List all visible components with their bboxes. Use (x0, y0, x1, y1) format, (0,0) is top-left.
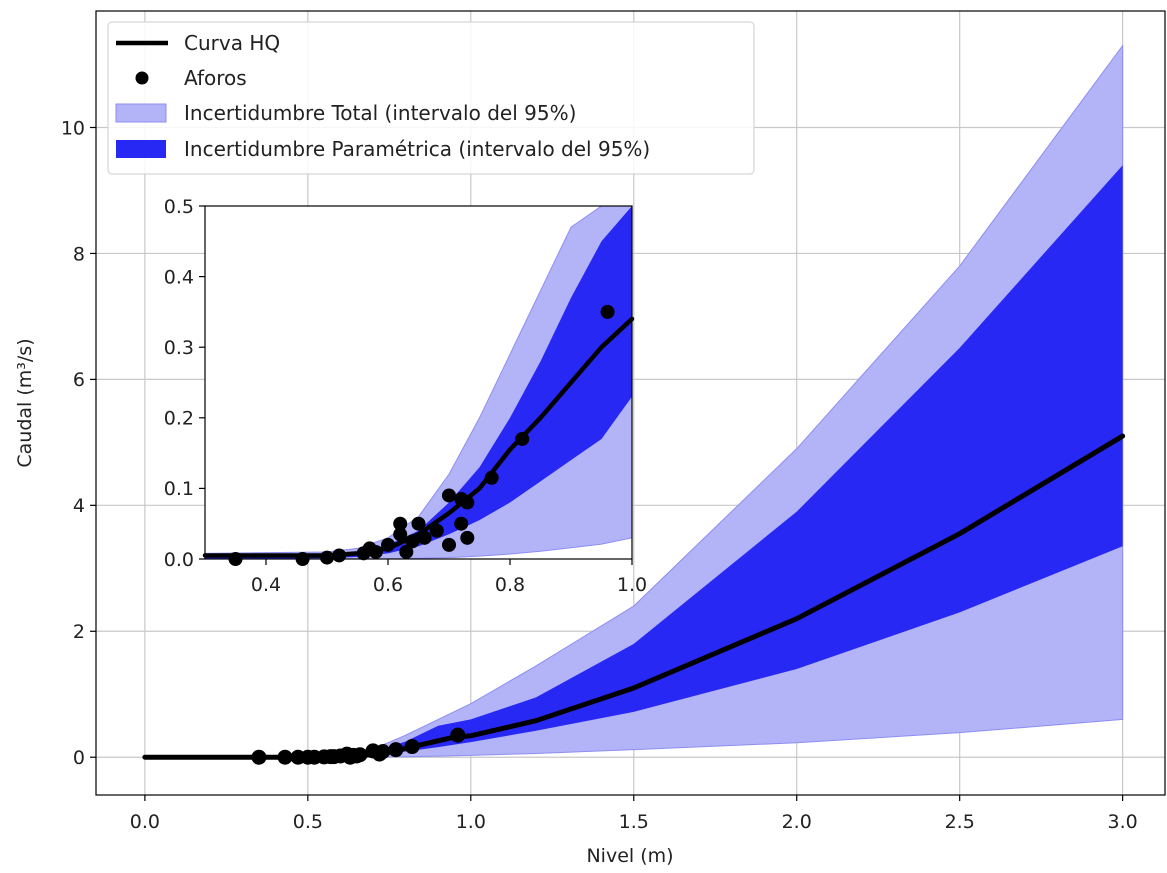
inset-gaugings (228, 304, 615, 566)
inset-x-tick-label: 0.6 (373, 574, 403, 596)
main-gauging-point (388, 742, 404, 758)
main-uncertainty-bands (144, 44, 1124, 758)
inset-gauging-point (405, 534, 420, 549)
inset-gauging-point (454, 516, 469, 531)
main-gauging-point (251, 749, 267, 765)
main-x-tick-label: 1.5 (619, 811, 649, 833)
legend-parametric-swatch (116, 140, 166, 158)
x-axis-label: Nivel (m) (586, 845, 673, 867)
inset-y-tick-label: 0.1 (164, 478, 194, 500)
main-gauging-point (404, 739, 420, 755)
main-gauging-point (375, 744, 391, 760)
inset-y-tick-label: 0.0 (164, 549, 194, 571)
inset-gauging-point (484, 470, 499, 485)
inset-gauging-point (417, 530, 432, 545)
inset-x-tick-label: 0.8 (495, 574, 525, 596)
y-axis-label: Caudal (m³/s) (14, 338, 36, 467)
inset-x-tick-label: 0.4 (251, 574, 281, 596)
inset-gauging-point (399, 544, 414, 559)
main-y-tick-label: 8 (73, 243, 85, 265)
inset-y-tick-label: 0.4 (164, 266, 194, 288)
main-y-tick-label: 4 (73, 495, 85, 517)
inset-y-tick-label: 0.5 (164, 196, 194, 218)
inset-gauging-point (515, 431, 530, 446)
main-plot-frame (95, 10, 1166, 796)
inset-gauging-point (411, 516, 426, 531)
main-gauging-point (450, 727, 466, 743)
inset-gauging-point (429, 523, 444, 538)
main-gaugings (251, 727, 466, 765)
inset-gauging-point (460, 495, 475, 510)
inset-band-parametric (205, 206, 632, 559)
main-y-tick-label: 2 (73, 621, 85, 643)
main-x-tick-label: 1.0 (456, 811, 486, 833)
legend-label-gaugings: Aforos (184, 66, 247, 90)
inset-gauging-point (393, 516, 408, 531)
main-gauging-point (352, 747, 368, 763)
main-y-tick-label: 6 (73, 369, 85, 391)
inset-plot-frame (204, 205, 633, 560)
legend-label-curve: Curva HQ (184, 31, 280, 55)
main-x-tick-label: 2.0 (782, 811, 812, 833)
legend-marker-swatch (135, 71, 149, 85)
main-y-tick-label: 10 (61, 117, 85, 139)
main-gauging-point (277, 749, 293, 765)
main-x-ticks: 0.0 0.5 1.0 1.5 2.0 2.5 3.0 (130, 795, 1138, 833)
legend-total-swatch (115, 103, 167, 123)
inset-gauging-point (381, 537, 395, 552)
inset-gauging-point (460, 530, 475, 545)
main-x-tick-label: 0.5 (293, 811, 323, 833)
inset-gauging-point (393, 527, 408, 542)
inset-gauging-point (320, 550, 334, 565)
main-y-ticks: 0 2 4 6 8 10 (61, 117, 96, 769)
inset-y-tick-label: 0.2 (164, 408, 194, 430)
inset-gauging-point (368, 544, 383, 559)
inset-gauging-point (600, 304, 615, 319)
legend-label-parametric-uncertainty: Incertidumbre Paramétrica (intervalo del… (184, 137, 650, 161)
inset-gauging-point (442, 488, 456, 503)
inset-y-tick-label: 0.3 (164, 337, 194, 359)
legend-box (107, 21, 755, 175)
inset-x-tick-label: 1.0 (617, 574, 647, 596)
inset-x-ticks: 0.4 0.6 0.8 1.0 (251, 559, 647, 596)
legend: Curva HQ Aforos Incertidumbre Total (int… (107, 21, 755, 175)
main-x-tick-label: 0.0 (130, 811, 160, 833)
main-x-tick-label: 2.5 (945, 811, 975, 833)
inset-gauging-point (442, 537, 456, 552)
main-x-tick-label: 3.0 (1108, 811, 1138, 833)
inset-y-ticks: 0.0 0.1 0.2 0.3 0.4 0.5 (164, 196, 205, 571)
legend-label-total-uncertainty: Incertidumbre Total (intervalo del 95%) (184, 101, 576, 125)
main-y-tick-label: 0 (73, 747, 85, 769)
inset-gauging-point (332, 548, 347, 563)
main-band-parametric (144, 165, 1123, 758)
